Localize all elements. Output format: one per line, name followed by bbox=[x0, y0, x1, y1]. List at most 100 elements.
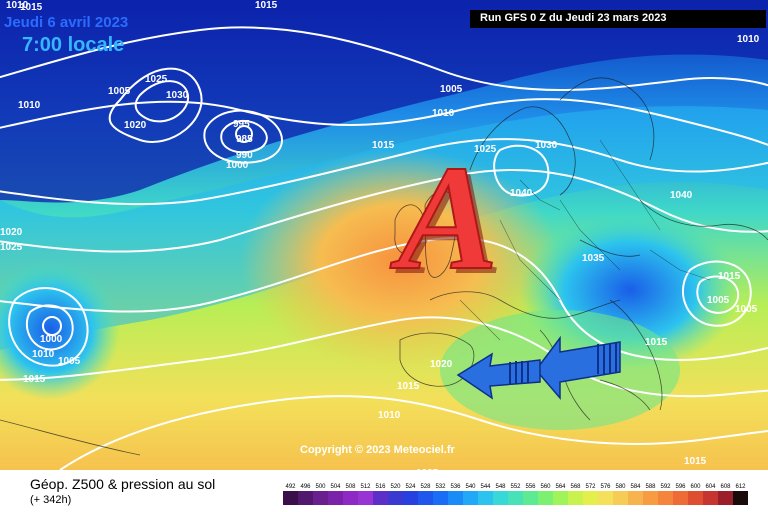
scale-tick-label: 580 bbox=[615, 484, 626, 490]
scale-swatch bbox=[553, 491, 568, 505]
scale-tick-label: 564 bbox=[555, 484, 566, 490]
flow-arrows bbox=[456, 335, 621, 401]
isobar-label: 1005 bbox=[416, 468, 439, 470]
scale-tick-label: 536 bbox=[450, 484, 461, 490]
arrow-hatching-west bbox=[509, 361, 529, 384]
pressure-map: A A 1010 10151010102510301020100599598599… bbox=[0, 0, 768, 470]
scale-swatch bbox=[583, 491, 598, 505]
scale-swatch bbox=[733, 491, 748, 505]
borders bbox=[459, 139, 711, 341]
isobar-label: 1025 bbox=[145, 74, 168, 85]
arrow-left-west bbox=[456, 352, 541, 400]
scale-tick-label: 556 bbox=[525, 484, 536, 490]
isobar-label: 1010 bbox=[432, 108, 455, 119]
isobar-label: 985 bbox=[236, 134, 253, 145]
run-label: Run GFS 0 Z du Jeudi 23 mars 2023 bbox=[480, 12, 667, 24]
scale-tick-label: 524 bbox=[405, 484, 416, 490]
scale-swatch bbox=[418, 491, 433, 505]
scale-swatch bbox=[328, 491, 343, 505]
scale-swatch bbox=[388, 491, 403, 505]
scale-tick-label: 516 bbox=[375, 484, 386, 490]
scale-tick-label: 504 bbox=[330, 484, 341, 490]
scale-tick-label: 512 bbox=[360, 484, 371, 490]
scale-tick-label: 604 bbox=[705, 484, 716, 490]
high-marker-letter: A bbox=[390, 135, 498, 301]
isobar-label: 1035 bbox=[582, 253, 605, 264]
scale-tick-label: 548 bbox=[495, 484, 506, 490]
isobar-label: 1030 bbox=[535, 140, 558, 151]
isobar-label: 1015 bbox=[718, 271, 741, 282]
isobar-label: 1010 bbox=[378, 410, 401, 421]
scale-swatch bbox=[673, 491, 688, 505]
scale-swatch bbox=[643, 491, 658, 505]
scale-tick-label: 612 bbox=[735, 484, 746, 490]
scale-tick-label: 496 bbox=[300, 484, 311, 490]
isobar-label: 1010 bbox=[6, 0, 29, 11]
arrow-hatching-east bbox=[597, 343, 617, 374]
coastlines bbox=[0, 77, 768, 456]
scale-tick-label: 500 bbox=[315, 484, 326, 490]
scale-tick-label: 508 bbox=[345, 484, 356, 490]
isobar-label: 990 bbox=[236, 150, 253, 161]
isobar-label: 1005 bbox=[108, 86, 131, 97]
isobar-label: 1005 bbox=[707, 295, 730, 306]
scale-tick-label: 520 bbox=[390, 484, 401, 490]
deep-trough-area bbox=[0, 0, 768, 203]
forecast-lead: (+ 342h) bbox=[30, 494, 72, 506]
high-marker-shadow: A bbox=[395, 140, 503, 306]
scale-tick-label: 608 bbox=[720, 484, 731, 490]
isobar-label: 1005 bbox=[440, 84, 463, 95]
isobar-label: 1015 bbox=[645, 337, 668, 348]
isobar-labels: 1010 101510101025103010201005995985990100… bbox=[0, 0, 760, 470]
isobar-label: 1000 bbox=[40, 334, 63, 345]
isobar-label: 1005 bbox=[735, 304, 758, 315]
scale-swatch bbox=[613, 491, 628, 505]
scale-swatch bbox=[313, 491, 328, 505]
scale-swatch bbox=[463, 491, 478, 505]
isobar-label: 1020 bbox=[124, 120, 147, 131]
scale-tick-label: 552 bbox=[510, 484, 521, 490]
scale-tick-label: 596 bbox=[675, 484, 686, 490]
isobar-label: 1020 bbox=[430, 359, 453, 370]
scale-swatch bbox=[478, 491, 493, 505]
isobar-label: 1015 bbox=[20, 2, 43, 13]
high-pressure-marker: A A bbox=[389, 134, 503, 306]
scale-tick-label: 568 bbox=[570, 484, 581, 490]
scale-swatch bbox=[403, 491, 418, 505]
scale-tick-label: 588 bbox=[645, 484, 656, 490]
scale-tick-label: 540 bbox=[465, 484, 476, 490]
isobar-label: 1030 bbox=[166, 90, 189, 101]
scale-tick-label: 528 bbox=[420, 484, 431, 490]
scale-tick-label: 600 bbox=[690, 484, 701, 490]
isobar-label: 1010 bbox=[737, 34, 760, 45]
isobar-label: 1020 bbox=[0, 227, 23, 238]
isobar-label: 1040 bbox=[670, 190, 693, 201]
isobar-label: 1015 bbox=[372, 140, 395, 151]
scale-swatch bbox=[448, 491, 463, 505]
isobar-label: 1015 bbox=[255, 0, 278, 11]
scale-swatch bbox=[283, 491, 298, 505]
isobar-label: 1015 bbox=[684, 456, 707, 467]
isobar-label: 1015 bbox=[23, 374, 46, 385]
scale-swatch bbox=[688, 491, 703, 505]
scale-tick-label: 492 bbox=[285, 484, 296, 490]
isobars bbox=[0, 26, 768, 470]
isobar-label: 1010 bbox=[18, 100, 41, 111]
scale-swatch bbox=[523, 491, 538, 505]
scale-swatch bbox=[298, 491, 313, 505]
scale-tick-label: 544 bbox=[480, 484, 491, 490]
scale-swatch bbox=[433, 491, 448, 505]
scale-swatch bbox=[493, 491, 508, 505]
forecast-date: Jeudi 6 avril 2023 bbox=[4, 14, 129, 31]
scale-swatch bbox=[538, 491, 553, 505]
scale-tick-label: 592 bbox=[660, 484, 671, 490]
isobar-label: 1005 bbox=[58, 356, 81, 367]
scale-swatch bbox=[703, 491, 718, 505]
isobar-label: 1025 bbox=[474, 144, 497, 155]
ridge-high bbox=[240, 150, 560, 370]
scale-swatch bbox=[343, 491, 358, 505]
copyright: Copyright © 2023 Meteociel.fr bbox=[300, 444, 455, 456]
scale-swatch bbox=[358, 491, 373, 505]
scale-tick-label: 584 bbox=[630, 484, 641, 490]
